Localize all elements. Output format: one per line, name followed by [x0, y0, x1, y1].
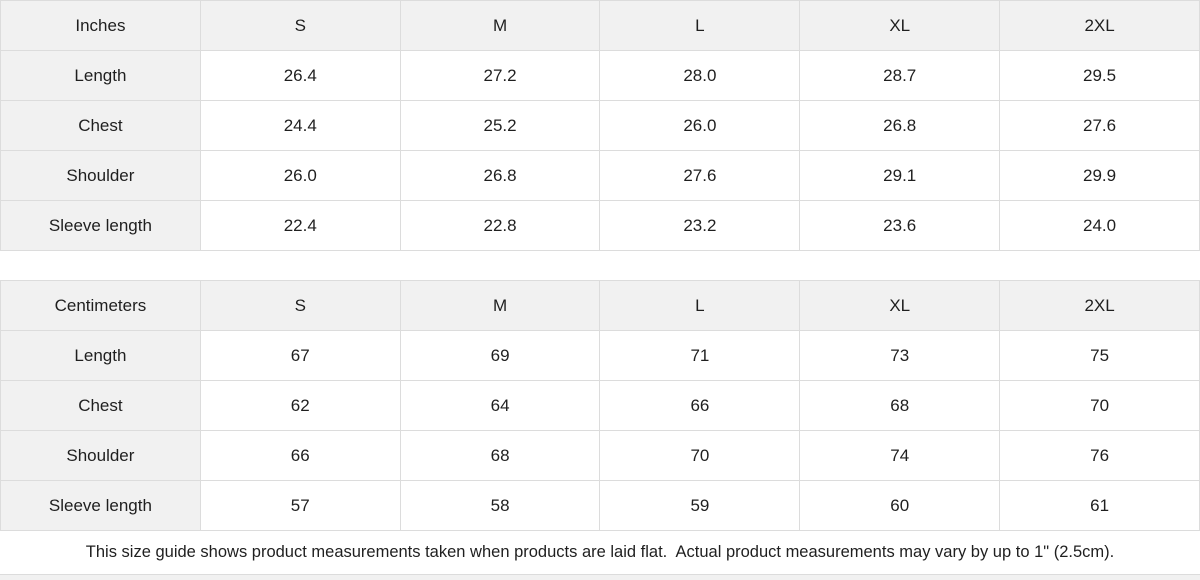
table-row: Shoulder 26.0 26.8 27.6 29.1 29.9: [0, 150, 1200, 201]
page-background-strip: [0, 575, 1200, 580]
measurement-label-cell: Length: [0, 330, 201, 381]
measurement-value-cell: 66: [599, 380, 801, 431]
measurement-value-cell: 62: [199, 380, 401, 431]
measurement-label-cell: Sleeve length: [0, 480, 201, 531]
table-gap: [0, 251, 1200, 280]
measurement-value-cell: 69: [399, 330, 601, 381]
measurement-value-cell: 61: [999, 480, 1200, 531]
measurement-label-cell: Length: [0, 50, 201, 101]
measurement-value-cell: 64: [399, 380, 601, 431]
table-row: Length 67 69 71 73 75: [0, 330, 1200, 381]
table-row: Shoulder 66 68 70 74 76: [0, 430, 1200, 481]
measurement-value-cell: 67: [199, 330, 401, 381]
table-row: Chest 62 64 66 68 70: [0, 380, 1200, 431]
inches-size-table: Inches S M L XL 2XL Length 26.4 27.2 28.0 28.7 29.5…: [0, 0, 1200, 251]
size-header-cell: M: [399, 280, 601, 331]
measurement-value-cell: 60: [799, 480, 1001, 531]
measurement-value-cell: 25.2: [399, 100, 601, 151]
measurement-value-cell: 29.5: [999, 50, 1200, 101]
measurement-value-cell: 28.0: [599, 50, 801, 101]
size-header-cell: L: [599, 280, 801, 331]
measurement-value-cell: 24.0: [999, 200, 1200, 251]
measurement-value-cell: 26.8: [799, 100, 1001, 151]
measurement-value-cell: 23.6: [799, 200, 1001, 251]
table-row: Sleeve length 57 58 59 60 61: [0, 480, 1200, 531]
measurement-value-cell: 27.6: [999, 100, 1200, 151]
size-guide-note: This size guide shows product measuremen…: [0, 531, 1200, 575]
measurement-value-cell: 59: [599, 480, 801, 531]
size-header-cell: XL: [799, 0, 1001, 51]
size-header-cell: S: [199, 280, 401, 331]
measurement-label-cell: Chest: [0, 100, 201, 151]
measurement-value-cell: 27.2: [399, 50, 601, 101]
measurement-value-cell: 26.8: [399, 150, 601, 201]
measurement-value-cell: 22.8: [399, 200, 601, 251]
measurement-value-cell: 29.9: [999, 150, 1200, 201]
measurement-label-cell: Chest: [0, 380, 201, 431]
measurement-value-cell: 70: [599, 430, 801, 481]
measurement-value-cell: 29.1: [799, 150, 1001, 201]
measurement-value-cell: 22.4: [199, 200, 401, 251]
header-row: Centimeters S M L XL 2XL: [0, 280, 1200, 331]
measurement-value-cell: 57: [199, 480, 401, 531]
size-guide-tables: Inches S M L XL 2XL Length 26.4 27.2 28.0 28.7 29.5…: [0, 0, 1200, 531]
measurement-value-cell: 66: [199, 430, 401, 481]
unit-header-cell: Inches: [0, 0, 201, 51]
measurement-value-cell: 70: [999, 380, 1200, 431]
table-row: Chest 24.4 25.2 26.0 26.8 27.6: [0, 100, 1200, 151]
size-header-cell: S: [199, 0, 401, 51]
measurement-label-cell: Shoulder: [0, 150, 201, 201]
measurement-value-cell: 23.2: [599, 200, 801, 251]
measurement-value-cell: 27.6: [599, 150, 801, 201]
measurement-value-cell: 68: [799, 380, 1001, 431]
measurement-value-cell: 26.0: [199, 150, 401, 201]
table-row: Length 26.4 27.2 28.0 28.7 29.5: [0, 50, 1200, 101]
measurement-label-cell: Sleeve length: [0, 200, 201, 251]
measurement-value-cell: 26.4: [199, 50, 401, 101]
centimeters-size-table: Centimeters S M L XL 2XL Length 67 69 71 73 75 Chest…: [0, 280, 1200, 531]
measurement-value-cell: 75: [999, 330, 1200, 381]
table-row: Sleeve length 22.4 22.8 23.2 23.6 24.0: [0, 200, 1200, 251]
size-header-cell: L: [599, 0, 801, 51]
size-header-cell: 2XL: [999, 280, 1200, 331]
measurement-value-cell: 68: [399, 430, 601, 481]
measurement-value-cell: 28.7: [799, 50, 1001, 101]
measurement-value-cell: 58: [399, 480, 601, 531]
measurement-value-cell: 76: [999, 430, 1200, 481]
measurement-value-cell: 24.4: [199, 100, 401, 151]
measurement-value-cell: 71: [599, 330, 801, 381]
measurement-value-cell: 73: [799, 330, 1001, 381]
size-header-cell: 2XL: [999, 0, 1200, 51]
header-row: Inches S M L XL 2XL: [0, 0, 1200, 51]
measurement-label-cell: Shoulder: [0, 430, 201, 481]
size-header-cell: XL: [799, 280, 1001, 331]
size-header-cell: M: [399, 0, 601, 51]
measurement-value-cell: 74: [799, 430, 1001, 481]
unit-header-cell: Centimeters: [0, 280, 201, 331]
measurement-value-cell: 26.0: [599, 100, 801, 151]
